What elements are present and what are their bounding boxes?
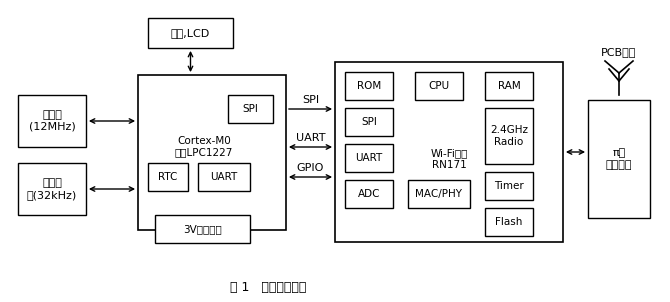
Bar <box>485 108 533 164</box>
Text: Wi-Fi模组
RN171: Wi-Fi模组 RN171 <box>430 148 468 170</box>
Bar <box>228 95 273 123</box>
Text: RTC: RTC <box>158 172 178 182</box>
Text: UART: UART <box>355 153 383 163</box>
Bar <box>345 144 393 172</box>
Text: UART: UART <box>210 172 238 182</box>
Bar <box>588 100 650 218</box>
Bar <box>198 163 250 191</box>
Text: 2.4GHz
Radio: 2.4GHz Radio <box>490 125 528 147</box>
Text: 主时钟
(12MHz): 主时钟 (12MHz) <box>29 110 75 132</box>
Text: ADC: ADC <box>358 189 381 199</box>
Text: SPI: SPI <box>302 95 319 105</box>
Bar <box>408 180 470 208</box>
Text: RAM: RAM <box>498 81 521 91</box>
Bar <box>345 108 393 136</box>
Bar <box>345 72 393 100</box>
Text: PCB天线: PCB天线 <box>601 47 636 57</box>
Bar <box>18 163 86 215</box>
Bar <box>148 163 188 191</box>
Bar <box>155 215 250 243</box>
Text: MAC/PHY: MAC/PHY <box>415 189 462 199</box>
Bar <box>18 95 86 147</box>
Bar <box>485 72 533 100</box>
Bar <box>345 180 393 208</box>
Text: SPI: SPI <box>361 117 377 127</box>
Text: 图 1   硬件设计框图: 图 1 硬件设计框图 <box>230 281 306 294</box>
Text: GPIO: GPIO <box>297 163 324 173</box>
Bar <box>485 172 533 200</box>
Text: Timer: Timer <box>494 181 524 191</box>
Bar <box>415 72 463 100</box>
Bar <box>148 18 233 48</box>
Text: Cortex-M0
内核LPC1227: Cortex-M0 内核LPC1227 <box>175 136 233 157</box>
Text: UART: UART <box>295 133 325 143</box>
Bar <box>335 62 563 242</box>
Text: 3V供电单元: 3V供电单元 <box>183 224 222 234</box>
Text: 睡眠时
钟(32kHz): 睡眠时 钟(32kHz) <box>27 178 77 200</box>
Bar <box>485 208 533 236</box>
Text: CPU: CPU <box>428 81 450 91</box>
Text: Flash: Flash <box>495 217 523 227</box>
Text: 按键,LCD: 按键,LCD <box>171 28 210 38</box>
Text: π型
滤波电路: π型 滤波电路 <box>606 148 632 170</box>
Text: SPI: SPI <box>243 104 259 114</box>
Text: ROM: ROM <box>357 81 381 91</box>
Bar <box>138 75 286 230</box>
